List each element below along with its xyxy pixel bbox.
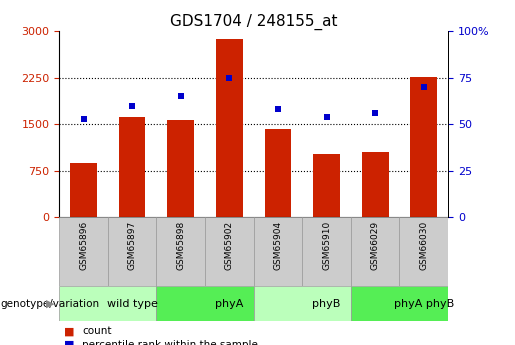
Bar (410, 77, 437, 217)
Title: GDS1704 / 248155_at: GDS1704 / 248155_at (170, 13, 337, 30)
Text: GSM65910: GSM65910 (322, 221, 331, 270)
Point (79, 116, 88, 121)
Text: ■: ■ (64, 326, 75, 336)
Text: ■: ■ (64, 340, 75, 345)
Bar (59, 217, 108, 286)
Bar (351, 217, 400, 286)
Text: GSM66030: GSM66030 (419, 221, 428, 270)
Point (128, 103, 136, 108)
Bar (59, 286, 157, 321)
Bar (205, 217, 253, 286)
Text: wild type: wild type (107, 299, 158, 308)
Point (371, 110, 379, 116)
Bar (253, 286, 351, 321)
Bar (157, 217, 205, 286)
Text: GSM65904: GSM65904 (273, 221, 282, 270)
Point (274, 107, 282, 112)
Bar (400, 217, 448, 286)
Text: GSM65898: GSM65898 (176, 221, 185, 270)
Point (177, 93, 185, 99)
Bar (313, 154, 340, 217)
Bar (351, 286, 448, 321)
Bar (302, 217, 351, 286)
Bar (253, 217, 302, 286)
Text: GSM65902: GSM65902 (225, 221, 234, 270)
Bar (157, 286, 253, 321)
Text: GSM66029: GSM66029 (371, 221, 380, 270)
Point (420, 84, 428, 90)
Bar (108, 217, 157, 286)
Point (225, 75, 233, 80)
Text: genotype/variation: genotype/variation (0, 299, 99, 308)
Point (322, 114, 331, 119)
Text: ▶: ▶ (45, 299, 54, 308)
Text: percentile rank within the sample: percentile rank within the sample (82, 340, 259, 345)
Bar (167, 120, 194, 217)
Text: phyA phyB: phyA phyB (393, 299, 454, 308)
Text: phyB: phyB (313, 299, 341, 308)
Bar (216, 39, 243, 217)
Text: GSM65896: GSM65896 (79, 221, 88, 270)
Text: count: count (82, 326, 112, 336)
Text: phyA: phyA (215, 299, 244, 308)
Text: GSM65897: GSM65897 (128, 221, 136, 270)
Bar (119, 117, 146, 217)
Bar (70, 163, 97, 217)
Bar (265, 129, 291, 217)
Bar (362, 152, 388, 217)
